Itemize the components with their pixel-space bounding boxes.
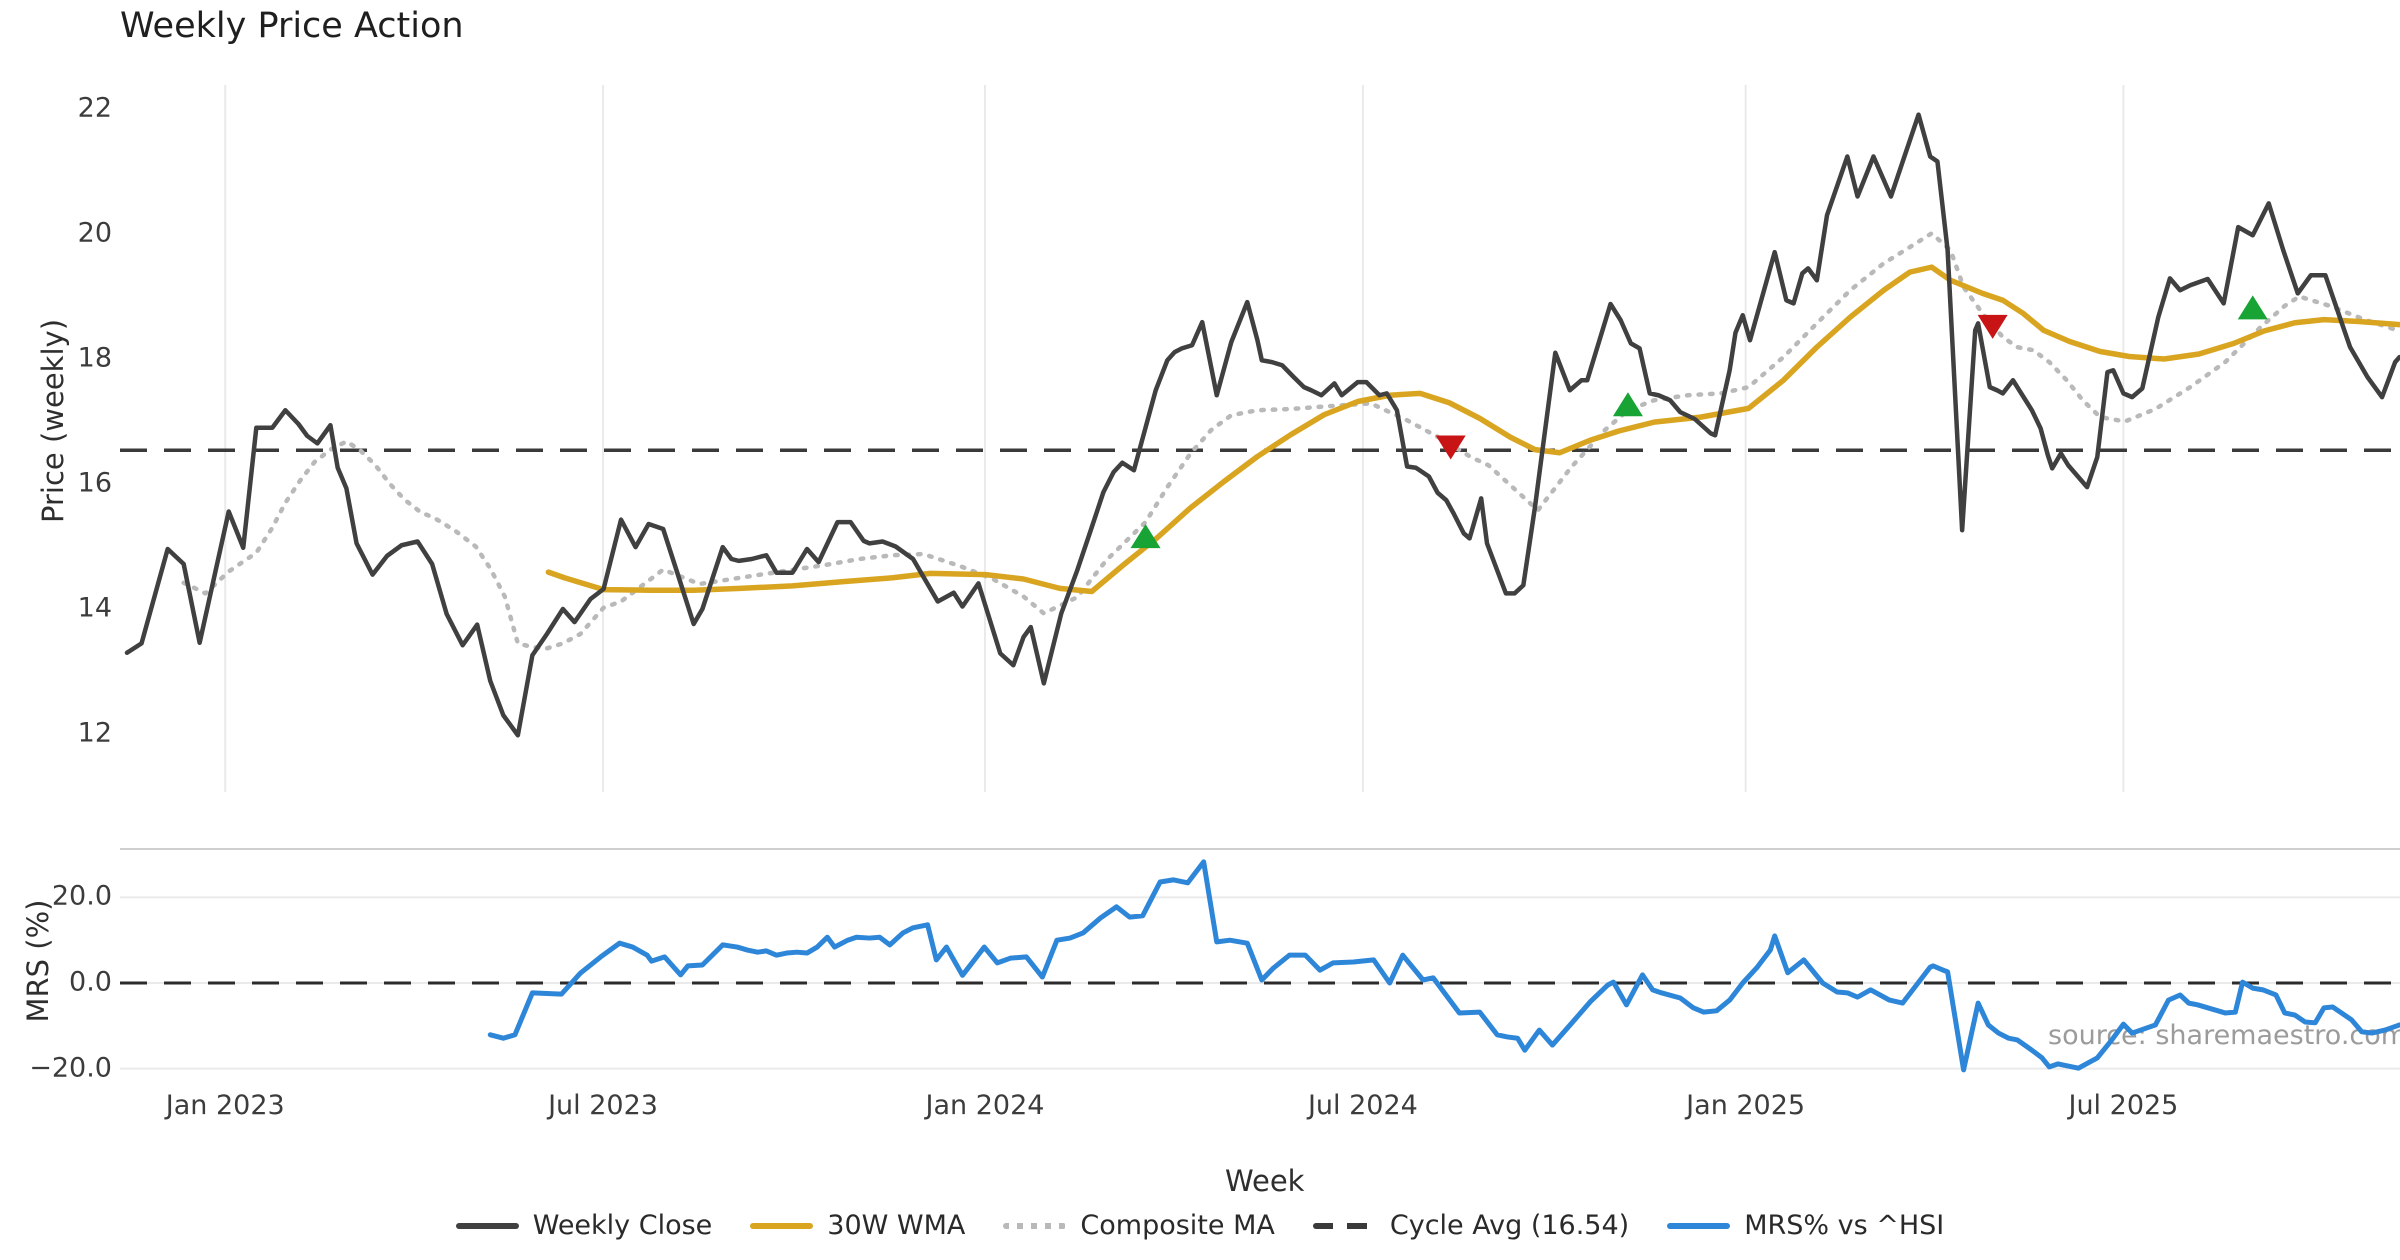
- x-tick-Jan-2023: Jan 2023: [165, 1090, 285, 1121]
- legend-item-cycle-avg-16-54-: Cycle Avg (16.54): [1312, 1210, 1630, 1241]
- legend-label: MRS% vs ^HSI: [1744, 1210, 1945, 1241]
- legend-label: 30W WMA: [827, 1210, 966, 1241]
- legend-label: Weekly Close: [532, 1210, 713, 1241]
- x-tick-Jan-2025: Jan 2025: [1686, 1090, 1806, 1121]
- legend-swatch-icon: [750, 1222, 814, 1229]
- sell-signal-marker-2: [1977, 314, 2008, 339]
- x-tick-Jan-2024: Jan 2024: [925, 1090, 1045, 1121]
- weekly-close-line: [124, 112, 2400, 738]
- legend-label: Composite MA: [1080, 1210, 1275, 1241]
- legend-swatch-icon: [1312, 1222, 1376, 1229]
- x-tick-Jul-2023: Jul 2023: [548, 1090, 658, 1121]
- mrs-tick-20: 20.0: [51, 880, 112, 912]
- price-tick-16: 16: [77, 467, 112, 499]
- mrs-tick-0: 0.0: [69, 966, 112, 998]
- buy-signal-marker-3: [2237, 295, 2268, 320]
- price-tick-14: 14: [77, 592, 112, 624]
- legend-swatch-icon: [1003, 1222, 1067, 1229]
- wma-line: [545, 264, 2400, 595]
- x-tick-Jul-2025: Jul 2025: [2068, 1090, 2179, 1121]
- legend: Weekly Close 30W WMA Composite MA Cycle Avg…: [0, 1210, 2400, 1241]
- composite-ma-line: [181, 231, 2400, 651]
- legend-swatch-icon: [1667, 1222, 1731, 1229]
- x-axis-label: Week: [1225, 1164, 1305, 1198]
- price-tick-20: 20: [77, 217, 112, 249]
- legend-swatch-icon: [455, 1222, 519, 1229]
- buy-signal-marker-1: [1130, 524, 1161, 549]
- price-tick-12: 12: [77, 717, 112, 749]
- chart-title: Weekly Price Action: [120, 6, 464, 46]
- price-tick-18: 18: [77, 342, 112, 374]
- legend-item-composite-ma: Composite MA: [1003, 1210, 1275, 1241]
- legend-item-30w-wma: 30W WMA: [750, 1210, 965, 1241]
- legend-item-weekly-close: Weekly Close: [455, 1210, 713, 1241]
- price-tick-22: 22: [77, 92, 112, 124]
- mrs-line: [487, 859, 2400, 1073]
- mrs-tick--20: −20.0: [29, 1051, 112, 1083]
- legend-item-mrs-vs-hsi: MRS% vs ^HSI: [1667, 1210, 1944, 1241]
- legend-label: Cycle Avg (16.54): [1389, 1210, 1630, 1241]
- sell-signal-marker-1: [1435, 435, 1466, 460]
- x-tick-Jul-2024: Jul 2024: [1307, 1090, 1418, 1121]
- buy-signal-marker-2: [1612, 392, 1643, 417]
